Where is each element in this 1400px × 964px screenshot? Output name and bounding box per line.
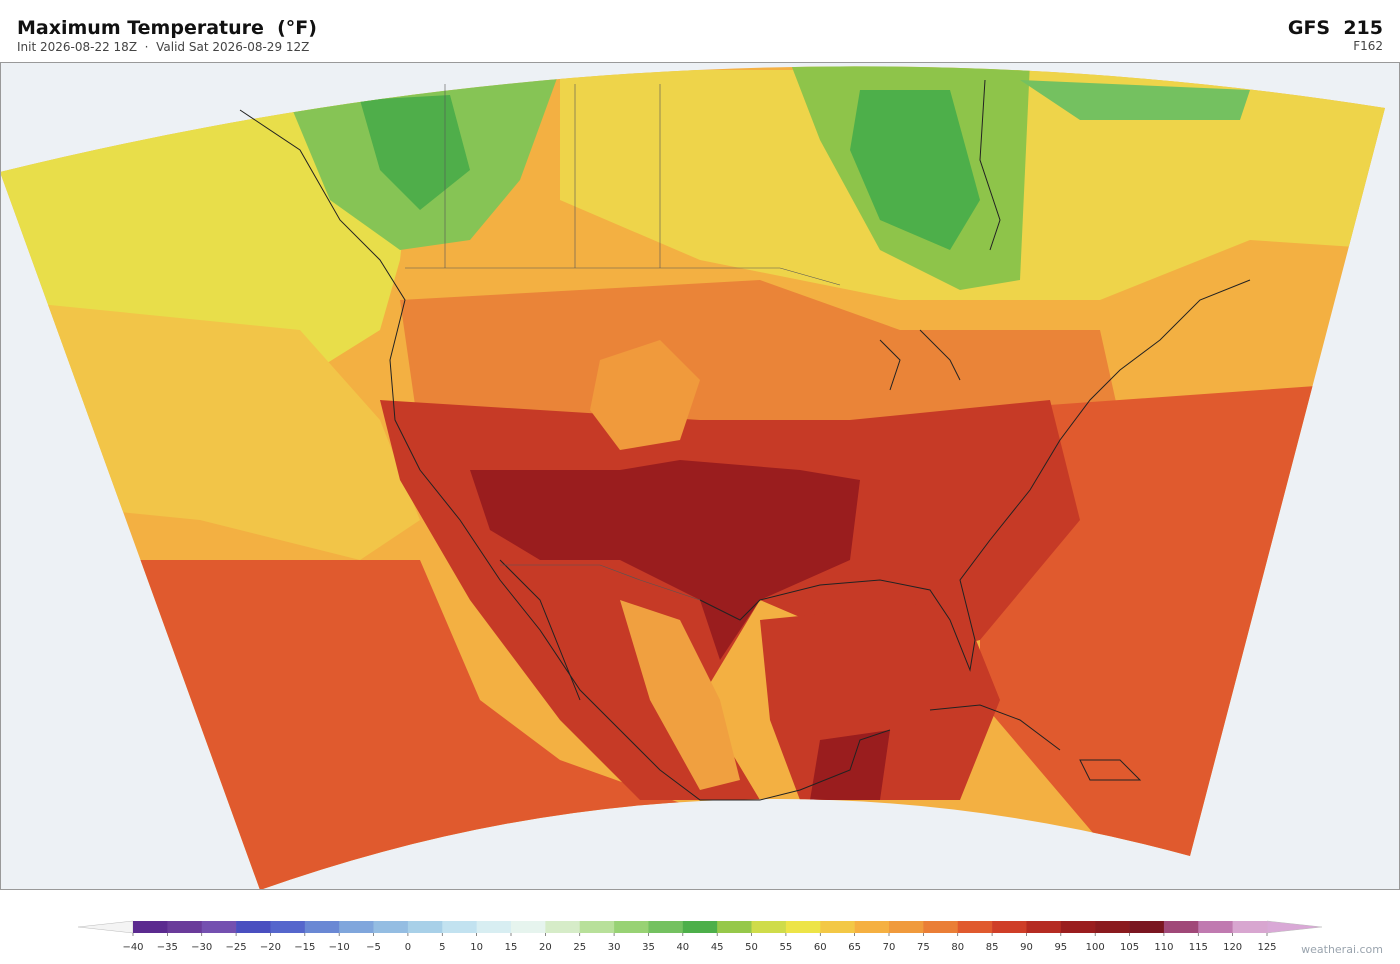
colorbar-segment: [545, 921, 581, 933]
colorbar-segment: [236, 921, 271, 933]
colorbar: −40 −35 −30 −25 −20 −15 −10 −5 0 5 10 15 20 25 30 35 40 4…: [77, 920, 1323, 953]
colorbar-segment: [407, 921, 443, 933]
colorbar-segment: [957, 921, 993, 933]
colorbar-tick-label: 20: [539, 942, 552, 953]
colorbar-segment: [614, 921, 649, 933]
coastlines: [239, 79, 1251, 801]
colorbar-segment: [339, 921, 374, 933]
colorbar-tick-label: −35: [157, 942, 178, 953]
colorbar-tick-label: −20: [260, 942, 281, 953]
colorbar-tick-label: 105: [1120, 942, 1139, 953]
colorbar-segment: [682, 921, 718, 933]
colorbar-tick-label: 95: [1054, 942, 1067, 953]
map-title: Maximum Temperature (°F): [17, 17, 317, 39]
colorbar-segment: [923, 921, 959, 933]
colorbar-tick-label: −25: [226, 942, 247, 953]
colorbar-tick-label: 65: [848, 942, 861, 953]
colorbar-tick-label: 30: [608, 942, 621, 953]
colorbar-tick-label: 0: [405, 942, 411, 953]
colorbar-segment: [133, 921, 168, 933]
colorbar-segment: [854, 921, 890, 933]
colorbar-segment: [270, 921, 306, 933]
colorbar-segment: [820, 921, 855, 933]
colorbar-tick-label: 60: [814, 942, 827, 953]
colorbar-tick-label: 80: [951, 942, 964, 953]
model-name: GFS 215: [1288, 17, 1383, 39]
colorbar-tick-label: 25: [573, 942, 586, 953]
colorbar-tick-label: 45: [711, 942, 724, 953]
colorbar-tick-label: 55: [780, 942, 793, 953]
colorbar-tick-label: 90: [1020, 942, 1033, 953]
watermark: weatherai.com: [1301, 943, 1383, 956]
colorbar-segment: [648, 921, 684, 933]
colorbar-segment: [201, 921, 237, 933]
colorbar-tick-label: 15: [505, 942, 518, 953]
colorbar-segment: [785, 921, 821, 933]
colorbar-tick-label: −40: [122, 942, 143, 953]
colorbar-tick-label: 85: [986, 942, 999, 953]
colorbar-segment: [889, 921, 924, 933]
colorbar-segment: [1095, 921, 1130, 933]
colorbar-tick-label: 35: [642, 942, 655, 953]
colorbar-segment: [992, 921, 1027, 933]
colorbar-segment: [304, 921, 340, 933]
colorbar-segment: [1129, 921, 1165, 933]
colorbar-segment: [167, 921, 203, 933]
colorbar-tick-label: 115: [1189, 942, 1208, 953]
borders: [405, 84, 841, 601]
colorbar-tick-label: 70: [883, 942, 896, 953]
colorbar-tick-label: −10: [329, 942, 350, 953]
colorbar-tick-label: −30: [191, 942, 212, 953]
colorbar-segment: [476, 921, 512, 933]
colorbar-tick-label: 120: [1223, 942, 1242, 953]
colorbar-segment: [751, 921, 787, 933]
colorbar-over: [1266, 920, 1323, 934]
map-subtitle: Init 2026-08-22 18Z · Valid Sat 2026-08-…: [17, 40, 309, 54]
colorbar-segment: [511, 921, 546, 933]
colorbar-segment: [442, 921, 477, 933]
colorbar-segment: [579, 921, 615, 933]
colorbar-tick-label: 40: [676, 942, 689, 953]
colorbar-tick-label: 100: [1086, 942, 1105, 953]
colorbar-segment: [717, 921, 752, 933]
colorbar-segment: [1232, 921, 1268, 933]
colorbar-tick-label: 125: [1257, 942, 1276, 953]
colorbar-under: [77, 920, 134, 934]
forecast-hour: F162: [1353, 39, 1383, 53]
colorbar-segment: [1198, 921, 1233, 933]
colorbar-segment: [373, 921, 409, 933]
colorbar-tick-label: 10: [470, 942, 483, 953]
colorbar-tick-label: 110: [1154, 942, 1173, 953]
colorbar-tick-label: 5: [439, 942, 445, 953]
colorbar-tick-label: −5: [366, 942, 381, 953]
colorbar-tick-label: 75: [917, 942, 930, 953]
colorbar-segment: [1163, 921, 1199, 933]
colorbar-segment: [1060, 921, 1096, 933]
colorbar-tick-label: −15: [294, 942, 315, 953]
map-panel: [0, 62, 1400, 890]
colorbar-segment: [1026, 921, 1062, 933]
colorbar-tick-label: 50: [745, 942, 758, 953]
